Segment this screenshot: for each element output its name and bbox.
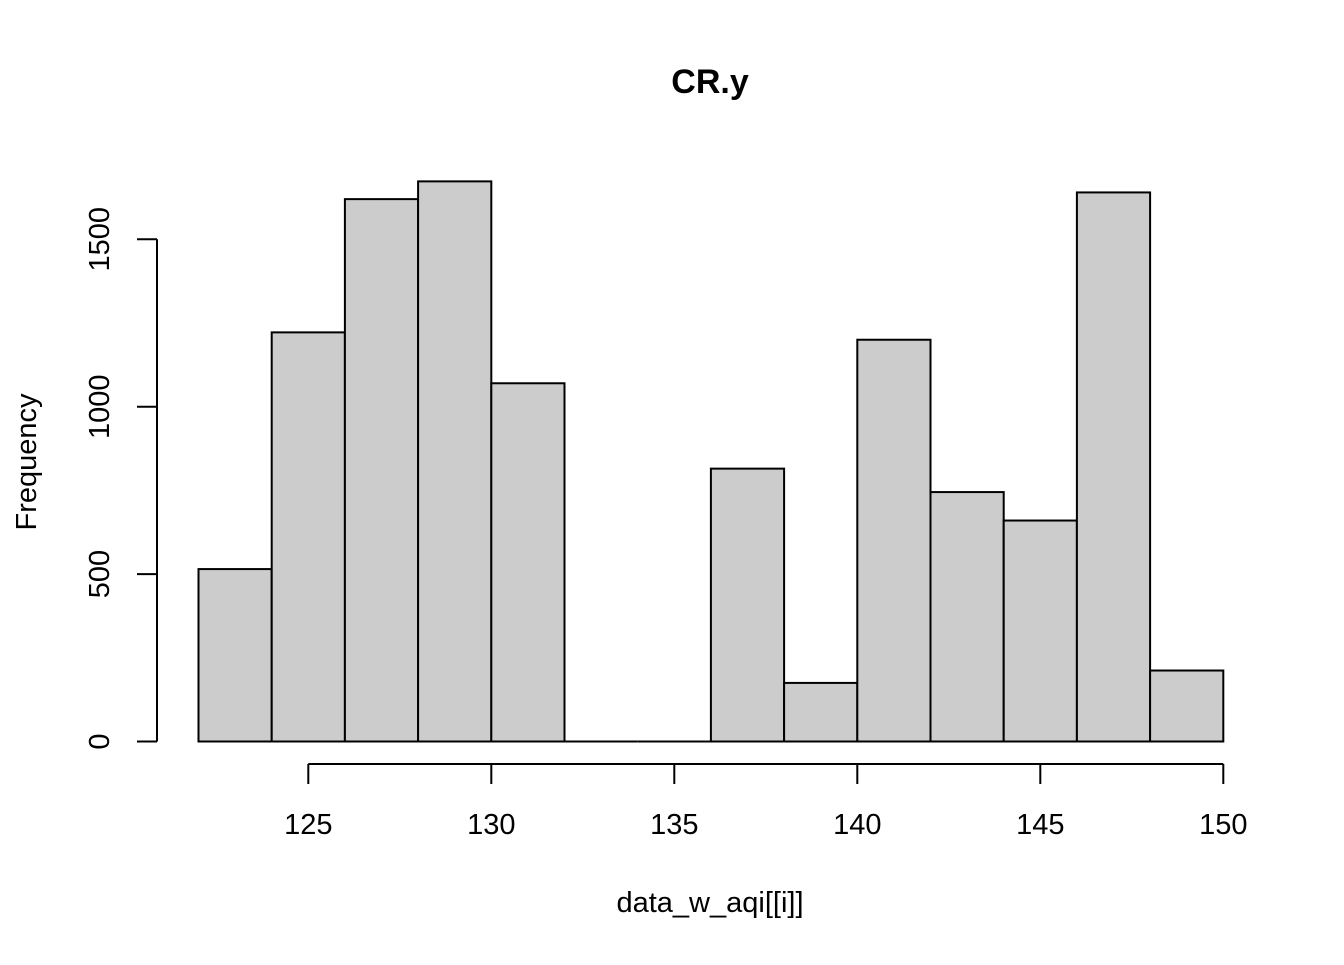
y-tick-label: 0 bbox=[84, 733, 116, 749]
x-tick-label: 150 bbox=[1199, 809, 1247, 841]
histogram-bar bbox=[929, 491, 1005, 743]
y-axis-label: Frequency bbox=[11, 393, 43, 531]
x-axis-label: data_w_aqi[[i]] bbox=[616, 887, 803, 919]
histogram-bar bbox=[1002, 519, 1078, 743]
y-axis: 0 500 1000 1500 bbox=[84, 207, 158, 750]
histogram-bar bbox=[856, 338, 932, 743]
histogram-bar bbox=[490, 382, 566, 743]
x-tick-label: 145 bbox=[1016, 809, 1064, 841]
x-axis: 125 130 135 140 145 150 bbox=[284, 763, 1247, 841]
x-tick-label: 135 bbox=[650, 809, 698, 841]
histogram-bar bbox=[783, 681, 859, 743]
chart-title: CR.y bbox=[671, 63, 749, 101]
histogram-bar bbox=[709, 467, 786, 743]
histogram-bar bbox=[1075, 191, 1152, 743]
histogram-bar bbox=[270, 331, 346, 743]
bars-group bbox=[197, 180, 1225, 743]
histogram-bar bbox=[343, 198, 420, 743]
x-tick-label: 130 bbox=[467, 809, 515, 841]
histogram-bar bbox=[417, 180, 493, 743]
x-tick-label: 125 bbox=[284, 809, 332, 841]
histogram-bar bbox=[1149, 669, 1225, 743]
y-tick-label: 1500 bbox=[84, 207, 116, 272]
y-tick-label: 500 bbox=[84, 550, 116, 598]
y-tick-label: 1000 bbox=[84, 374, 116, 439]
x-tick-label: 140 bbox=[833, 809, 881, 841]
histogram-bar bbox=[197, 568, 273, 743]
